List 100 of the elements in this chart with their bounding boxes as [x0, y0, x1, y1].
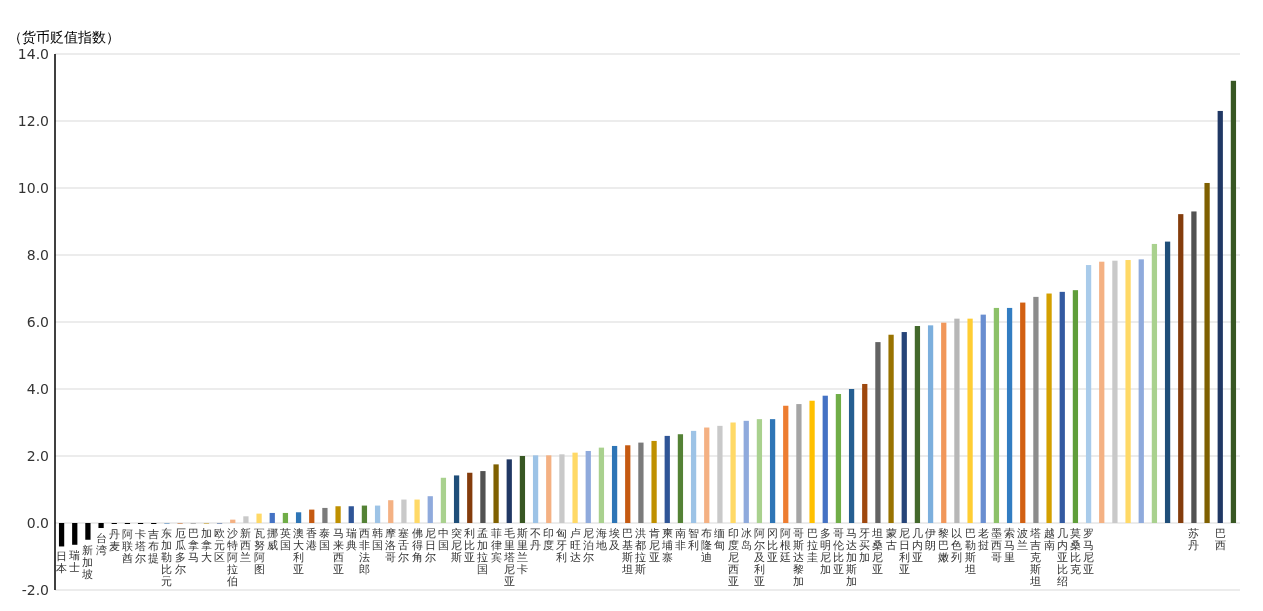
bar: [1178, 214, 1184, 523]
x-tick-label: 台湾: [95, 532, 107, 558]
bar: [480, 471, 486, 523]
bar: [361, 505, 368, 523]
x-tick-label: 摩洛哥: [385, 527, 397, 564]
x-tick-label: 越南: [1043, 527, 1055, 552]
bar: [1046, 293, 1052, 523]
x-tick-label: 以色列: [951, 527, 963, 564]
bar: [941, 322, 947, 523]
x-tick-label: 苏丹: [1188, 527, 1200, 552]
bar: [322, 507, 328, 523]
x-tick-label: 香港: [306, 527, 318, 552]
x-tick-label: 印度尼西亚: [727, 527, 739, 588]
x-tick-label: 新西兰: [240, 527, 252, 564]
bar: [756, 419, 763, 523]
bar: [1072, 290, 1079, 523]
bar: [269, 512, 275, 523]
bar: [572, 452, 578, 523]
x-tick-label: 埃及: [608, 527, 621, 552]
x-tick-label: 吉布提: [148, 528, 160, 566]
bar: [388, 500, 394, 523]
x-tick-label: 南非: [674, 527, 686, 552]
x-tick-label: 孟加拉国: [477, 527, 489, 576]
x-tick-label: 塞舌尔: [398, 527, 410, 564]
x-tick-label: 佛得角: [411, 527, 423, 564]
bar: [875, 342, 881, 523]
x-tick-label: 韩国: [372, 527, 384, 552]
bar: [1217, 110, 1223, 523]
x-tick-label: 毛里塔尼亚: [502, 527, 515, 588]
x-tick-label: 欧元区: [214, 527, 226, 564]
bar: [914, 326, 921, 523]
bar: [493, 464, 499, 523]
x-tick-label: 卡塔尔: [134, 528, 147, 566]
bar: [822, 395, 828, 523]
y-axis-title: （货币贬值指数）: [8, 29, 120, 45]
x-tick-label: 匈牙利: [556, 527, 568, 564]
x-tick-label: 巴西: [1214, 527, 1226, 552]
x-tick-label: 巴基斯坦: [621, 527, 634, 576]
bar: [1151, 243, 1158, 523]
y-tick-label: -2.0: [21, 582, 49, 598]
y-tick-label: 4.0: [26, 381, 49, 397]
bar: [625, 445, 631, 523]
x-tick-label: 利比亚: [464, 527, 476, 564]
x-tick-label: 墨西哥: [990, 527, 1002, 564]
x-tick-label: 巴拿马: [187, 527, 199, 564]
x-tick-label: 沙特阿拉伯: [227, 527, 239, 588]
bar: [796, 404, 802, 523]
x-tick-label: 蒙古: [885, 527, 897, 552]
x-tick-label: 哥斯达黎加: [793, 527, 805, 588]
bar: [611, 445, 618, 523]
bar: [954, 318, 960, 523]
x-tick-label: 英国: [279, 527, 291, 552]
x-tick-label: 坦桑尼亚: [871, 527, 884, 576]
bar: [1020, 302, 1026, 523]
x-tick-label: 马达加斯加: [846, 527, 858, 588]
bar: [664, 435, 670, 523]
bar: [295, 512, 302, 523]
bar: [453, 475, 460, 523]
bar: [72, 523, 78, 545]
x-tick-label: 澳大利亚: [293, 527, 305, 576]
x-tick-label: 罗马尼亚: [1083, 527, 1095, 576]
x-tick-label: 波兰: [1017, 527, 1029, 552]
x-tick-label: 智利: [688, 527, 700, 552]
bar: [677, 434, 684, 523]
x-tick-label: 卢旺达: [569, 527, 581, 564]
x-tick-label: 缅甸: [714, 527, 726, 552]
x-tick-label: 新加坡: [81, 543, 94, 581]
bar: [690, 430, 697, 523]
x-tick-label: 几内亚比绍: [1056, 527, 1068, 588]
x-tick-label: 西非法郎: [358, 527, 370, 576]
bar: [256, 513, 262, 523]
x-tick-label: 突尼斯: [451, 527, 463, 564]
x-tick-label: 挪威: [266, 527, 278, 552]
x-tick-label: 不丹: [530, 527, 542, 552]
bar: [1191, 211, 1197, 523]
bar: [993, 307, 1000, 523]
bar: [1112, 260, 1118, 523]
x-tick-label: 泰国: [319, 527, 331, 552]
x-tick-label: 瑞士: [69, 548, 81, 574]
bar: [532, 455, 539, 523]
x-tick-label: 几内亚: [911, 527, 923, 564]
bar: [848, 389, 855, 523]
x-tick-label: 塔吉克斯坦: [1029, 527, 1042, 588]
x-tick-label: 巴拉圭: [806, 527, 818, 564]
bar: [414, 499, 420, 523]
x-tick-label: 马来西亚: [332, 527, 344, 576]
x-tick-label: 东加勒比元: [161, 527, 173, 588]
x-tick-label: 海地: [594, 527, 607, 552]
bar: [927, 325, 934, 523]
x-tick-label: 巴勒斯坦: [963, 527, 976, 576]
bar: [282, 512, 289, 523]
bar: [1204, 182, 1210, 523]
bar: [638, 442, 644, 523]
x-tick-label: 瑞典: [345, 527, 357, 552]
bar: [440, 477, 447, 523]
x-tick-label: 黎巴嫩: [938, 527, 950, 564]
y-tick-label: 2.0: [26, 448, 49, 464]
bar: [519, 456, 526, 523]
bar: [546, 455, 552, 523]
x-tick-label: 伊朗: [925, 527, 937, 552]
